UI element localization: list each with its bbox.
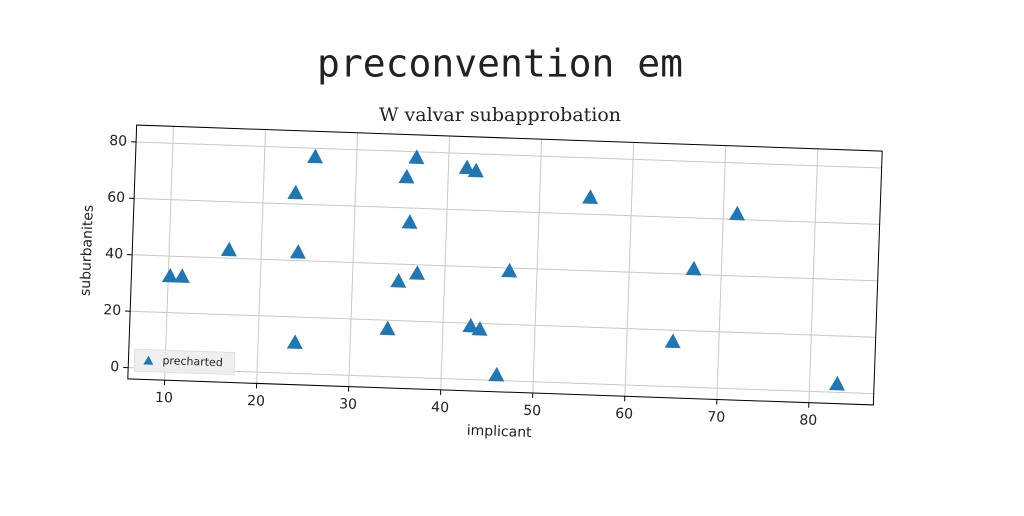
x-tick-label: 70 — [707, 409, 725, 426]
data-point — [221, 241, 237, 256]
data-point — [287, 334, 303, 349]
data-point — [174, 268, 190, 283]
data-point — [665, 333, 681, 348]
x-tick-label: 10 — [155, 390, 173, 407]
plot: 10 20 30 40 50 60 70 80 0 20 40 60 80 implicant suburb… — [73, 123, 882, 453]
grid-line — [441, 136, 450, 390]
data-point — [398, 169, 414, 184]
data-point — [582, 189, 598, 204]
x-axis-label: implicant — [466, 423, 532, 441]
chart-subtitle: W valvar subapprobation — [379, 104, 621, 126]
grid-line — [349, 133, 358, 387]
legend-label: precharted — [162, 354, 223, 369]
plot-frame — [128, 125, 882, 405]
y-tick-label: 60 — [107, 189, 125, 206]
data-point — [379, 320, 395, 335]
grid-line — [717, 146, 726, 400]
data-point — [501, 263, 517, 278]
grid-line — [625, 142, 634, 396]
data-point — [402, 214, 418, 229]
y-tick-label: 20 — [103, 302, 121, 319]
grid-line — [533, 139, 542, 393]
data-point — [290, 244, 306, 259]
y-axis-label: suburbanites — [78, 205, 97, 297]
data-point — [287, 184, 303, 199]
x-tick-label: 60 — [615, 406, 633, 423]
x-tick-label: 20 — [247, 393, 265, 410]
data-point — [390, 273, 406, 288]
x-tick-label: 50 — [523, 403, 541, 420]
y-tick-label: 0 — [110, 359, 119, 375]
grid-line — [165, 126, 174, 380]
x-tick-label: 30 — [339, 396, 357, 413]
data-point — [729, 206, 745, 221]
grid-line — [134, 198, 880, 224]
data-point — [829, 376, 845, 391]
data-point — [307, 148, 323, 163]
y-tick-label: 40 — [105, 246, 123, 263]
data-point — [488, 367, 504, 382]
grid-line — [130, 311, 876, 337]
x-tick-label: 80 — [799, 412, 817, 429]
grid-line — [809, 149, 818, 403]
grid-line — [257, 130, 266, 384]
x-tick-label: 40 — [431, 400, 449, 417]
data-point — [686, 260, 702, 275]
grid-line — [136, 142, 882, 168]
data-point — [409, 265, 425, 280]
y-tick-label: 80 — [109, 133, 127, 150]
chart-title: preconvention em — [317, 42, 683, 86]
